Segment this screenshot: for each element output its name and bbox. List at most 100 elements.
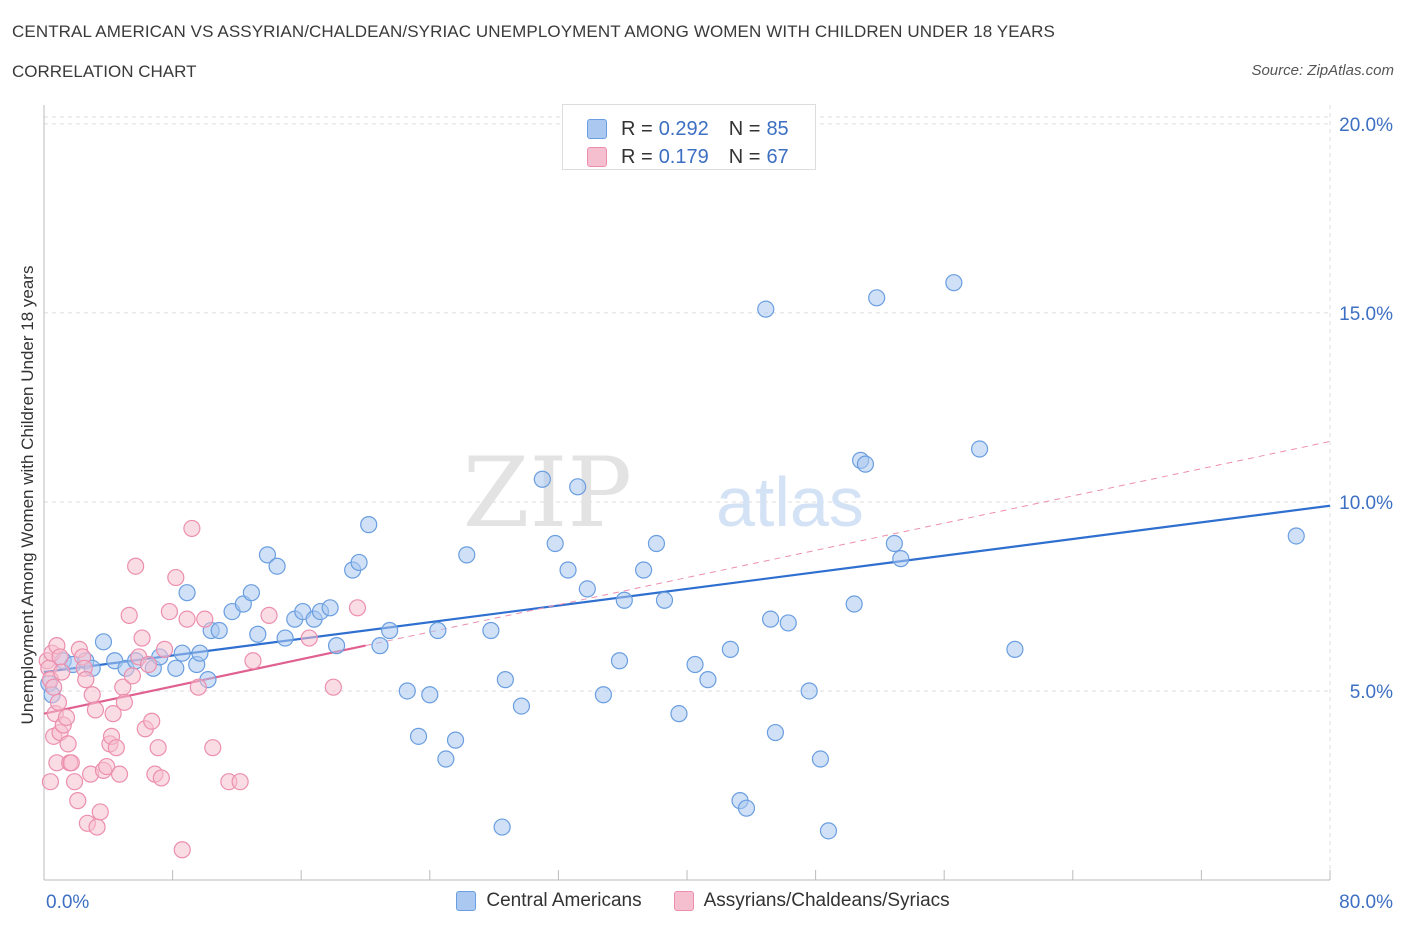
assyrians-point bbox=[231, 773, 249, 791]
central-americans-point bbox=[559, 561, 577, 579]
legend-item-central-americans[interactable]: Central Americans bbox=[456, 890, 642, 912]
central-americans-point bbox=[721, 640, 740, 658]
assyrians-point bbox=[196, 610, 214, 628]
assyrians-point bbox=[189, 678, 207, 696]
y-tick-label: 20.0% bbox=[1339, 115, 1393, 136]
n-label: N = bbox=[728, 117, 761, 140]
central-americans-point bbox=[429, 621, 447, 640]
central-americans-point bbox=[670, 705, 688, 723]
swatch-pink bbox=[587, 147, 607, 167]
assyrians-point bbox=[260, 606, 278, 624]
assyrians-point bbox=[139, 655, 158, 674]
stats-row-central-americans: R = 0.292 N = 85 bbox=[587, 117, 789, 141]
r-value: 0.179 bbox=[658, 145, 709, 168]
assyrians-point bbox=[123, 667, 142, 685]
trend-layer bbox=[43, 440, 1331, 715]
central-americans-point bbox=[371, 637, 389, 655]
assyrians-point bbox=[77, 671, 95, 689]
legend-item-assyrians[interactable]: Assyrians/Chaldeans/Syriacs bbox=[673, 890, 950, 912]
watermark-atlas: atlas bbox=[716, 463, 864, 541]
n-value: 67 bbox=[766, 145, 789, 168]
central-americans-point bbox=[321, 599, 339, 617]
central-americans-point bbox=[856, 455, 875, 473]
central-americans-point bbox=[350, 553, 368, 572]
r-label: R = bbox=[621, 145, 653, 168]
assyrians-point bbox=[65, 773, 84, 791]
central-americans-point bbox=[811, 750, 830, 768]
assyrians-point bbox=[62, 754, 80, 772]
central-americans-point bbox=[761, 610, 780, 628]
grid-layer bbox=[44, 105, 1331, 880]
assyrians-point bbox=[152, 769, 170, 787]
central-americans-point bbox=[766, 723, 785, 742]
assyrians-point bbox=[160, 602, 178, 621]
central-americans-point bbox=[496, 671, 514, 689]
assyrians-point bbox=[178, 610, 196, 628]
central-americans-point bbox=[699, 671, 717, 689]
central-americans-point bbox=[757, 300, 775, 318]
central-americans-point bbox=[970, 440, 989, 458]
central-americans-point bbox=[327, 637, 346, 655]
central-americans-point bbox=[258, 546, 277, 564]
series-legend: Central Americans Assyrians/Chaldeans/Sy… bbox=[0, 890, 1406, 912]
central-americans-point bbox=[634, 561, 653, 579]
y-tick-label: 15.0% bbox=[1339, 304, 1393, 325]
watermark-zip: ZIP bbox=[463, 437, 632, 549]
x-tick-label-max: 80.0% bbox=[1339, 892, 1393, 913]
assyrians-point bbox=[143, 712, 161, 730]
assyrians-point bbox=[110, 765, 129, 783]
central-americans-point bbox=[276, 629, 294, 647]
central-americans-point bbox=[885, 534, 903, 553]
legend-label: Central Americans bbox=[486, 890, 642, 911]
central-americans-point bbox=[242, 584, 260, 602]
n-value: 85 bbox=[766, 117, 789, 140]
assyrians-point bbox=[183, 519, 201, 538]
central-americans-point bbox=[819, 822, 838, 840]
legend-label: Assyrians/Chaldeans/Syriacs bbox=[703, 890, 950, 911]
stats-legend: R = 0.292 N = 85 R = 0.179 N = 67 bbox=[562, 104, 816, 170]
central-americans-point bbox=[446, 731, 465, 749]
central-americans-point bbox=[945, 274, 963, 292]
assyrians-point bbox=[348, 599, 367, 617]
central-americans-point bbox=[868, 289, 886, 307]
central-americans-point bbox=[398, 682, 416, 700]
assyrians-point bbox=[41, 773, 60, 791]
central-americans-point bbox=[779, 614, 797, 632]
central-americans-point bbox=[533, 470, 551, 488]
central-americans-point bbox=[615, 591, 633, 609]
assyrians-point bbox=[86, 701, 105, 719]
central-americans-point bbox=[360, 516, 378, 534]
y-tick-label: 10.0% bbox=[1339, 493, 1393, 514]
assyrians-point bbox=[83, 686, 101, 704]
central-americans-trendline bbox=[43, 504, 1331, 674]
central-americans-point bbox=[578, 580, 596, 598]
central-americans-point bbox=[1287, 527, 1305, 545]
assyrians-point bbox=[98, 757, 116, 776]
assyrians-point bbox=[49, 693, 68, 711]
assyrians-point bbox=[69, 792, 87, 810]
central-americans-point bbox=[594, 686, 613, 704]
points-layer bbox=[38, 274, 1305, 859]
assyrians-point bbox=[115, 693, 133, 711]
central-americans-point bbox=[421, 686, 439, 704]
central-americans-point bbox=[512, 697, 531, 715]
central-americans-point bbox=[892, 550, 910, 568]
r-value: 0.292 bbox=[658, 117, 709, 140]
assyrians-point bbox=[167, 568, 185, 587]
central-americans-point bbox=[268, 557, 286, 575]
assyrians-point bbox=[133, 629, 151, 647]
assyrians-point bbox=[45, 678, 63, 696]
central-americans-point bbox=[655, 591, 674, 609]
assyrians-point bbox=[204, 739, 222, 757]
central-americans-point bbox=[737, 799, 756, 817]
central-americans-point bbox=[493, 818, 511, 836]
assyrians-point bbox=[57, 708, 76, 727]
n-label: N = bbox=[728, 145, 761, 168]
central-americans-point bbox=[647, 534, 666, 553]
assyrians-point bbox=[300, 629, 318, 647]
central-americans-point bbox=[610, 652, 629, 670]
central-americans-point bbox=[94, 633, 113, 651]
axis-layer bbox=[43, 105, 1331, 881]
watermark: ZIP atlas bbox=[463, 437, 864, 549]
r-label: R = bbox=[621, 117, 653, 140]
